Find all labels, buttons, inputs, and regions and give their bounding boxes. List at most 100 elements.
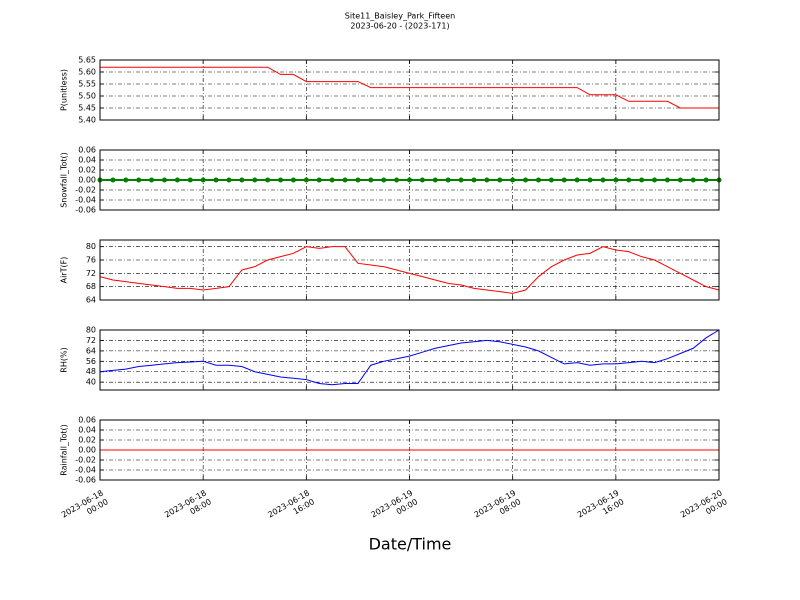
data-point [432,177,438,183]
data-point [407,177,412,183]
y-tick-label: 0.04 [78,156,96,165]
y-tick-label: 0.06 [78,416,96,425]
data-point [587,177,593,183]
y-tick-label: 56 [86,357,96,366]
data-point [342,177,348,183]
data-point [703,177,709,183]
data-point [664,177,670,183]
plot-frame [99,329,720,391]
y-tick-label: 64 [86,346,96,355]
plot-frame [99,59,720,121]
y-tick-label: 72 [86,269,96,278]
data-point [303,177,309,183]
data-point [278,177,284,183]
y-tick-label: 48 [86,367,96,376]
x-axis-label: Date/Time [369,535,452,554]
y-tick-label: 5.40 [78,116,96,125]
data-point [381,177,387,183]
plot-frame [99,239,720,301]
y-tick-label: 0.00 [78,446,96,455]
data-point [652,177,658,183]
data-point [161,177,167,183]
data-point [471,177,477,183]
data-line [99,329,720,386]
data-point [548,177,554,183]
data-point [535,177,541,183]
y-tick-label: 0.00 [78,176,96,185]
y-tick-label: 0.06 [78,146,96,155]
plot-frame [99,419,720,481]
plot-frame [99,149,720,211]
data-point [355,177,361,183]
chart-title: Site11_Baisley_Park_Fifteen [345,12,455,21]
y-axis-label: P(unitless) [60,69,69,111]
data-point [574,177,580,183]
y-tick-label: 5.60 [78,68,96,77]
data-point [445,177,451,183]
y-tick-label: 5.50 [78,92,96,101]
data-line [99,246,720,294]
data-point [677,177,683,183]
y-tick-label: 68 [86,282,96,291]
data-point [316,177,322,183]
data-point [290,177,296,183]
data-point [174,177,180,183]
y-tick-label: 0.04 [78,426,96,435]
chart-subtitle: 2023-06-20 - (2023-171) [350,22,449,31]
data-point [149,177,155,183]
y-tick-label: 5.55 [78,80,96,89]
data-point [484,177,490,183]
data-point [136,177,142,183]
y-tick-label: 80 [86,326,96,335]
data-line [100,66,719,109]
data-point [123,177,129,183]
data-point [187,177,193,183]
y-tick-label: 5.65 [78,56,96,65]
y-tick-label: 0.02 [78,436,96,445]
y-tick-label: 80 [86,242,96,251]
data-point [458,177,464,183]
y-tick-label: 72 [86,336,96,345]
y-axis-label: RH(%) [60,347,69,372]
data-point [239,177,245,183]
y-axis-label: AirT(F) [60,257,69,284]
data-point [329,177,335,183]
y-tick-label: -0.06 [75,206,96,215]
y-tick-label: 76 [86,256,96,265]
y-tick-label: -0.04 [75,466,96,475]
data-point [613,177,619,183]
data-point [368,177,374,183]
data-point [561,177,567,183]
data-point [265,177,271,183]
data-point [626,177,632,183]
y-tick-label: -0.02 [75,456,96,465]
data-point [690,177,696,183]
data-point [213,177,219,183]
data-point [252,177,258,183]
data-point [600,177,606,183]
y-tick-label: 64 [86,296,96,305]
data-point [394,177,400,183]
data-point [510,177,516,183]
y-axis-label: Snowfall_Tot() [60,152,69,208]
data-point [200,177,206,183]
y-tick-label: -0.02 [75,186,96,195]
data-point [639,177,645,183]
data-point [497,177,503,183]
y-tick-label: 0.02 [78,166,96,175]
y-tick-label: 40 [86,378,96,387]
data-point [110,177,116,183]
data-point [523,177,529,183]
data-point [226,177,232,183]
y-tick-label: 5.45 [78,104,96,113]
data-point [419,177,425,183]
y-axis-label: Rainfall_Tot() [60,424,69,476]
